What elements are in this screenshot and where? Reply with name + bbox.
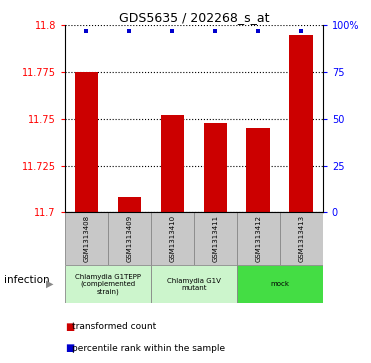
Text: ▶: ▶ — [46, 279, 54, 289]
Bar — [151, 212, 194, 265]
Bar — [161, 115, 184, 212]
Bar — [237, 212, 280, 265]
Text: GSM1313410: GSM1313410 — [169, 215, 175, 262]
Bar — [108, 212, 151, 265]
Text: GSM1313408: GSM1313408 — [83, 215, 89, 262]
Text: ■: ■ — [65, 343, 74, 354]
Text: percentile rank within the sample: percentile rank within the sample — [72, 344, 226, 353]
Text: transformed count: transformed count — [72, 322, 157, 331]
Bar — [280, 212, 323, 265]
Text: GSM1313412: GSM1313412 — [255, 215, 261, 262]
Bar — [204, 123, 227, 212]
Text: ■: ■ — [65, 322, 74, 332]
Bar — [289, 35, 313, 212]
Title: GDS5635 / 202268_s_at: GDS5635 / 202268_s_at — [119, 11, 269, 24]
Text: Chlamydia G1TEPP
(complemented
strain): Chlamydia G1TEPP (complemented strain) — [75, 274, 141, 294]
Bar — [65, 265, 151, 303]
Bar — [237, 265, 323, 303]
Text: GSM1313411: GSM1313411 — [212, 215, 219, 262]
Bar — [65, 212, 108, 265]
Text: infection: infection — [4, 276, 49, 285]
Bar — [118, 197, 141, 212]
Text: GSM1313409: GSM1313409 — [127, 215, 132, 262]
Bar — [194, 212, 237, 265]
Bar — [75, 72, 98, 212]
Bar — [246, 128, 270, 212]
Bar — [151, 265, 237, 303]
Text: Chlamydia G1V
mutant: Chlamydia G1V mutant — [167, 278, 221, 290]
Text: GSM1313413: GSM1313413 — [298, 215, 304, 262]
Text: mock: mock — [270, 281, 289, 287]
